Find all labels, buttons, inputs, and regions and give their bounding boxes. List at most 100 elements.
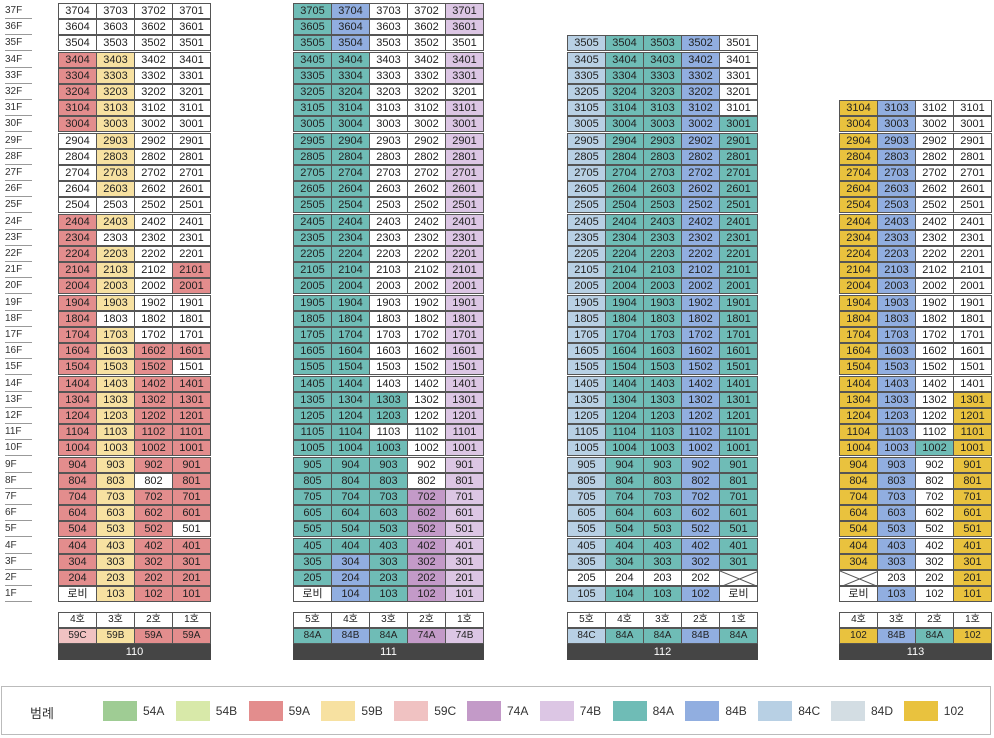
unit-cell: 2702: [915, 165, 954, 181]
unit-cell: 2603: [369, 181, 408, 198]
unit-cell: 603: [643, 505, 682, 522]
unit-cell: 2002: [407, 278, 446, 295]
unit-type-label: 102: [953, 628, 992, 644]
unit-cell: 2401: [172, 213, 211, 230]
unit-cell: 2503: [643, 197, 682, 214]
legend-swatch: [248, 701, 283, 721]
unit-cell: 3404: [331, 51, 370, 68]
unit-cell: 504: [839, 521, 878, 538]
unit-cell: 1601: [953, 343, 992, 360]
unit-line-label: 2호: [407, 612, 446, 628]
unit-cell: 1704: [605, 327, 644, 343]
unit-cell: 1302: [134, 391, 173, 408]
unit-cell: 2202: [407, 246, 446, 262]
unit-cell: 1603: [369, 343, 408, 360]
unit-cell: 1902: [134, 294, 173, 311]
unit-cell: 3204: [605, 84, 644, 100]
unit-cell: 2102: [681, 262, 720, 279]
unit-type-label: 59A: [172, 628, 211, 644]
unit-cell: 2003: [643, 278, 682, 295]
unit-cell: 2701: [719, 165, 758, 181]
unit-cell: 705: [293, 489, 332, 505]
unit-cell: 3704: [331, 3, 370, 19]
unit-cell: 2103: [643, 262, 682, 279]
unit-cell: 303: [643, 553, 682, 570]
unit-cell: 903: [96, 456, 135, 473]
unit-cell: 2801: [953, 148, 992, 165]
unit-cell: 2904: [839, 132, 878, 149]
unit-cell: 1702: [407, 327, 446, 343]
building-number: 112: [567, 644, 758, 660]
unit-cell: 1202: [915, 408, 954, 424]
unit-cell: 103: [643, 586, 682, 603]
unit-cell: 602: [407, 505, 446, 522]
unit-cell: 3201: [172, 84, 211, 100]
unit-cell: 505: [567, 521, 606, 538]
unit-cell: 2402: [134, 213, 173, 230]
unit-cell: 102: [407, 586, 446, 603]
lobby-cell: 로비: [719, 586, 758, 603]
unit-cell: 404: [331, 537, 370, 554]
unit-cell: 1705: [567, 327, 606, 343]
unit-cell: 1903: [877, 294, 916, 311]
unit-cell: 2302: [134, 229, 173, 246]
unit-cell: 503: [877, 521, 916, 538]
legend-swatch: [612, 701, 647, 721]
floor-label: 12F: [5, 408, 32, 424]
unit-cell: 604: [331, 505, 370, 522]
unit-cell: 1301: [172, 391, 211, 408]
unit-cell: 2303: [643, 229, 682, 246]
unit-cell: 3205: [567, 84, 606, 100]
unit-cell: 803: [369, 472, 408, 489]
unit-cell: 301: [953, 553, 992, 570]
unit-cell: 1803: [877, 310, 916, 327]
unit-cell: 2901: [953, 132, 992, 149]
unit-cell: 2902: [915, 132, 954, 149]
unit-cell: 1205: [567, 408, 606, 424]
unit-cell: 405: [567, 537, 606, 554]
unit-cell: 1805: [567, 310, 606, 327]
unit-cell: 1603: [877, 343, 916, 360]
unit-cell: 3002: [407, 116, 446, 133]
unit-cell: 2502: [134, 197, 173, 214]
floor-label: 9F: [5, 457, 32, 473]
unit-cell: 2503: [96, 197, 135, 214]
unit-cell: 2105: [567, 262, 606, 279]
floor-label: 16F: [5, 343, 32, 360]
unit-line-label: 3호: [96, 612, 135, 628]
unit-cell: 3504: [58, 35, 97, 52]
unit-cell: 2304: [839, 229, 878, 246]
unit-cell: 1304: [58, 391, 97, 408]
unit-line-label: 1호: [172, 612, 211, 628]
unit-cell: 1303: [877, 391, 916, 408]
unit-cell: 2002: [915, 278, 954, 295]
unit-cell: 2901: [719, 132, 758, 149]
unit-cell: 1303: [96, 391, 135, 408]
unit-cell: 2904: [58, 132, 97, 149]
unit-cell: 2603: [877, 181, 916, 198]
unit-cell: 1804: [331, 310, 370, 327]
unit-cell: 3303: [643, 67, 682, 84]
unit-cell: 3003: [877, 116, 916, 133]
unit-cell: 3501: [719, 35, 758, 52]
unit-cell: 305: [567, 553, 606, 570]
unit-cell: 1702: [681, 327, 720, 343]
unit-cell: 2201: [172, 246, 211, 262]
unit-cell: 2904: [605, 132, 644, 149]
unit-type-label: 84A: [915, 628, 954, 644]
unit-cell: 601: [953, 505, 992, 522]
unit-cell: 1903: [369, 294, 408, 311]
floor-label: 26F: [5, 181, 32, 198]
unit-cell: 2601: [953, 181, 992, 198]
unit-cell: 301: [445, 553, 484, 570]
unit-cell: 302: [915, 553, 954, 570]
unit-cell: 3102: [681, 100, 720, 117]
unit-cell: 1502: [681, 359, 720, 376]
unit-cell: 2204: [58, 246, 97, 262]
unit-cell: 2303: [96, 229, 135, 246]
unit-cell: 2505: [293, 197, 332, 214]
unit-cell: 1004: [605, 440, 644, 457]
unit-type-label: 84A: [605, 628, 644, 644]
unit-cell: 3703: [369, 3, 408, 19]
